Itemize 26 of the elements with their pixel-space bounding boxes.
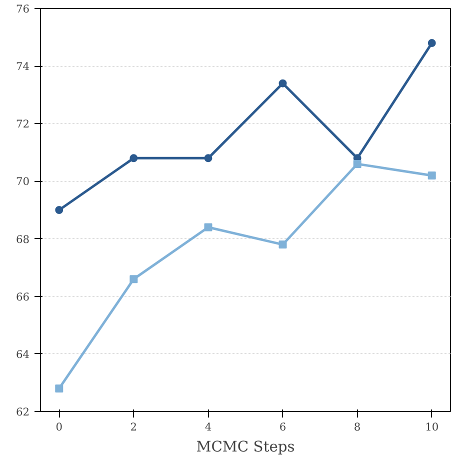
point <box>204 154 212 162</box>
point <box>278 79 287 88</box>
y-tick-label: 74 <box>16 60 30 74</box>
x-axis-title: MCMC Steps <box>196 438 295 456</box>
y-tick-label: 70 <box>16 175 30 188</box>
point <box>428 39 436 48</box>
point <box>130 154 138 162</box>
y-tick-label: 62 <box>16 406 30 418</box>
x-tick-label: 0 <box>56 420 63 434</box>
y-tick-label: 72 <box>16 118 30 131</box>
point <box>353 160 362 168</box>
point <box>130 275 138 284</box>
point <box>204 223 212 232</box>
x-tick-label: 4 <box>204 420 212 434</box>
x-tick-label: 2 <box>130 420 138 434</box>
x-tick-label: 6 <box>279 420 286 434</box>
y-tick-label: 64 <box>16 348 30 361</box>
y-tick-label: 76 <box>16 2 30 16</box>
point <box>55 206 64 214</box>
y-tick-label: 68 <box>16 232 30 246</box>
point <box>278 240 287 249</box>
x-tick-label: 8 <box>354 420 361 434</box>
y-tick-label: 66 <box>16 290 30 304</box>
x-tick-label: 10 <box>425 420 439 434</box>
point <box>55 384 64 392</box>
point <box>428 171 436 180</box>
